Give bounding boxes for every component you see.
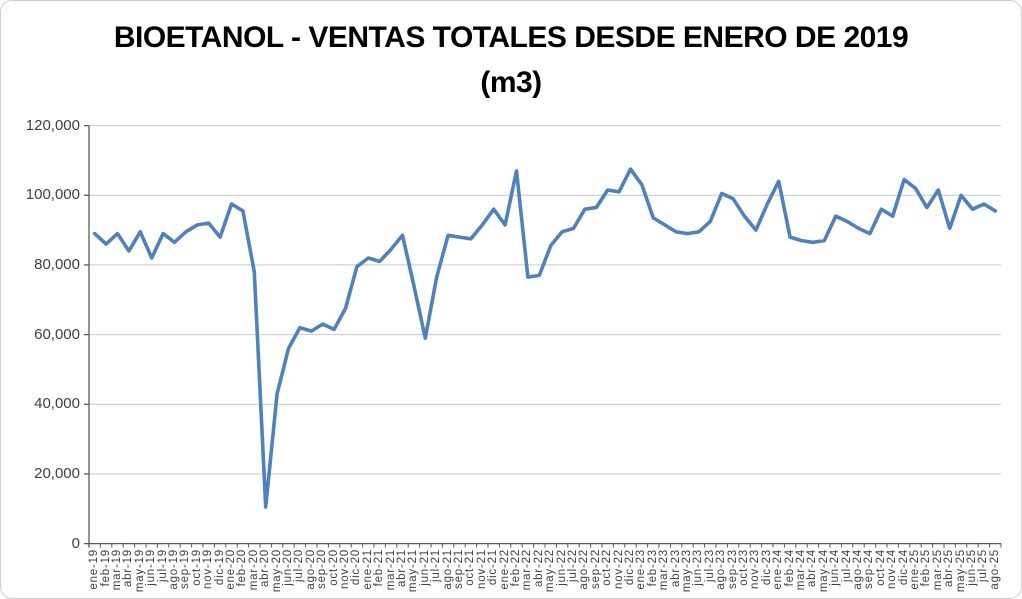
- x-axis-label: jun-22: [555, 549, 568, 586]
- x-axis-label: feb-19: [99, 549, 112, 587]
- x-axis-label: jul-19: [156, 549, 169, 582]
- x-axis-label: dic-24: [897, 549, 910, 586]
- y-axis-label: 120,000: [25, 116, 80, 134]
- x-axis-label: mar-22: [521, 549, 534, 591]
- x-axis-label: ago-23: [715, 549, 728, 590]
- x-axis-label: feb-25: [920, 549, 933, 587]
- x-axis-label: jun-23: [692, 549, 705, 586]
- x-axis-label: abr-19: [122, 549, 135, 588]
- x-axis-label: jul-21: [430, 549, 443, 582]
- x-axis-label: feb-21: [373, 549, 386, 587]
- x-axis-label: oct-22: [601, 549, 614, 586]
- x-axis-label: feb-24: [783, 549, 796, 587]
- x-axis-label: oct-20: [327, 549, 340, 586]
- x-axis-label: ago-25: [988, 549, 1001, 590]
- x-axis-label: jun-19: [145, 549, 158, 586]
- x-axis-label: may-22: [544, 549, 557, 593]
- x-axis-label: may-25: [954, 549, 967, 593]
- chart-title: BIOETANOL - VENTAS TOTALES DESDE ENERO D…: [113, 21, 909, 54]
- x-axis-label: sep-19: [179, 549, 192, 589]
- x-axis-label: ago-22: [578, 549, 591, 590]
- x-axis-label: oct-21: [464, 549, 477, 586]
- x-axis-label: may-21: [407, 549, 420, 593]
- x-axis-label: jul-25: [977, 549, 990, 582]
- x-axis-label: abr-24: [806, 549, 819, 588]
- x-axis-label: dic-19: [213, 549, 226, 586]
- x-axis-label: mar-23: [658, 549, 671, 591]
- x-axis-label: dic-21: [487, 549, 500, 586]
- x-axis-label: abr-23: [669, 549, 682, 588]
- x-axis-label: nov-23: [749, 549, 762, 589]
- y-axis-label: 20,000: [34, 464, 80, 482]
- x-axis-label: jul-20: [293, 549, 306, 582]
- chart-subtitle: (m3): [480, 66, 542, 99]
- x-axis-label: nov-22: [612, 549, 625, 589]
- x-axis-label: ago-21: [441, 549, 454, 590]
- x-axis-label: ene-22: [498, 549, 511, 590]
- x-axis-label: jul-24: [840, 549, 853, 582]
- y-axis-label: 100,000: [25, 186, 80, 204]
- x-axis-label: sep-20: [316, 549, 329, 589]
- x-axis-label: abr-25: [943, 549, 956, 588]
- x-axis-label: ene-19: [88, 549, 101, 590]
- y-axis-label: 0: [71, 534, 80, 552]
- x-axis-label: feb-20: [236, 549, 249, 587]
- y-axis-label: 80,000: [34, 255, 80, 273]
- x-axis-label: ene-24: [772, 549, 785, 590]
- x-axis-label: dic-20: [350, 549, 363, 586]
- x-axis-label: sep-24: [863, 549, 876, 589]
- x-axis-label: ene-23: [635, 549, 648, 590]
- x-axis-label: abr-20: [259, 549, 272, 588]
- chart-title-block: BIOETANOL - VENTAS TOTALES DESDE ENERO D…: [1, 15, 1021, 105]
- x-axis-label: jun-24: [829, 549, 842, 586]
- x-axis-label: nov-24: [886, 549, 899, 589]
- x-axis-label: mar-21: [384, 549, 397, 591]
- y-axis-label: 40,000: [34, 395, 80, 413]
- x-axis-label: nov-19: [202, 549, 215, 589]
- x-axis-label: may-20: [270, 549, 283, 593]
- y-axis-label: 60,000: [34, 325, 80, 343]
- x-axis-label: sep-23: [726, 549, 739, 589]
- data-series-line: [92, 167, 998, 509]
